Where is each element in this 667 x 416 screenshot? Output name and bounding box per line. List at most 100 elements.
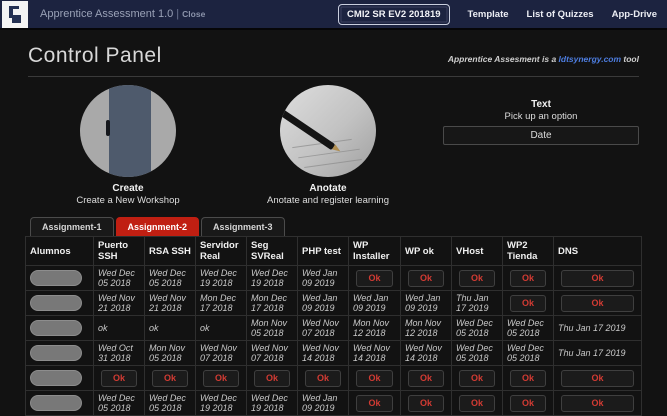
nav-list-of-quizzes[interactable]: List of Quizzes [527, 9, 594, 20]
date-cell: Wed Jan 09 2019 [349, 291, 401, 316]
column-header: WP Installer [349, 237, 401, 266]
ok-button[interactable]: Ok [510, 370, 546, 387]
status-cell: Ok [554, 391, 642, 416]
tab-assignment-3[interactable]: Assignment-3 [201, 217, 285, 236]
app-title: Apprentice Assessment 1.0|Close [40, 8, 205, 20]
tab-assignment-1[interactable]: Assignment-1 [30, 217, 114, 236]
status-cell: Ok [196, 366, 247, 391]
date-cell: Wed Dec 05 2018 [145, 391, 196, 416]
student-name-cell [26, 366, 94, 391]
ok-button[interactable]: Ok [356, 270, 393, 287]
date-cell: Wed Dec 19 2018 [196, 266, 247, 291]
date-cell: Wed Jan 09 2019 [401, 291, 452, 316]
student-name-cell [26, 316, 94, 341]
annotate-action[interactable]: Anotate Anotate and register learning [228, 85, 428, 205]
status-cell: Ok [349, 366, 401, 391]
text-cell: ok [196, 316, 247, 341]
status-cell: Ok [554, 366, 642, 391]
date-cell: Wed Jan 09 2019 [298, 266, 349, 291]
create-title: Create [28, 183, 228, 194]
option-select[interactable]: Date [443, 126, 639, 145]
ok-button[interactable]: Ok [305, 370, 341, 387]
date-cell: Wed Dec 05 2018 [94, 266, 145, 291]
date-cell: Wed Dec 05 2018 [94, 391, 145, 416]
ok-button[interactable]: Ok [510, 295, 546, 312]
ok-button[interactable]: Ok [510, 270, 546, 287]
topbar-nav: CMI2 SR EV2 201819 Template List of Quiz… [338, 4, 667, 25]
date-cell: Mon Dec 17 2018 [247, 291, 298, 316]
tagline: Apprentice Assesment is a ldtsynergy.com… [448, 54, 639, 68]
options-label: Text [443, 99, 639, 110]
text-cell: ok [145, 316, 196, 341]
date-cell: Mon Nov 12 2018 [349, 316, 401, 341]
ok-button[interactable]: Ok [561, 270, 634, 287]
date-cell: Mon Nov 05 2018 [247, 316, 298, 341]
column-header: RSA SSH [145, 237, 196, 266]
status-cell: Ok [503, 391, 554, 416]
column-header: Alumnos [26, 237, 94, 266]
ok-button[interactable]: Ok [561, 295, 634, 312]
ok-button[interactable]: Ok [561, 370, 634, 387]
date-cell: Wed Nov 07 2018 [196, 341, 247, 366]
redacted-student-name [30, 395, 82, 411]
status-cell: Ok [554, 291, 642, 316]
status-cell: Ok [247, 366, 298, 391]
date-cell: Wed Dec 05 2018 [452, 341, 503, 366]
ok-button[interactable]: Ok [510, 395, 546, 412]
column-header: VHost [452, 237, 503, 266]
date-cell: Thu Jan 17 2019 [554, 316, 642, 341]
date-cell: Mon Nov 05 2018 [145, 341, 196, 366]
status-cell: Ok [503, 366, 554, 391]
date-cell: Wed Oct 31 2018 [94, 341, 145, 366]
date-cell: Wed Nov 21 2018 [94, 291, 145, 316]
ok-button[interactable]: Ok [408, 370, 444, 387]
date-cell: Wed Dec 05 2018 [145, 266, 196, 291]
ok-button[interactable]: Ok [408, 270, 444, 287]
ok-button[interactable]: Ok [561, 395, 634, 412]
tab-assignment-2[interactable]: Assignment-2 [116, 217, 200, 236]
create-workshop-action[interactable]: Create Create a New Workshop [28, 85, 228, 205]
date-cell: Wed Nov 14 2018 [298, 341, 349, 366]
date-cell: Wed Dec 05 2018 [503, 316, 554, 341]
annotate-title: Anotate [228, 183, 428, 194]
annotate-subtitle: Anotate and register learning [228, 195, 428, 206]
status-cell: Ok [349, 391, 401, 416]
ok-button[interactable]: Ok [356, 370, 393, 387]
ok-button[interactable]: Ok [203, 370, 239, 387]
status-cell: Ok [94, 366, 145, 391]
ok-button[interactable]: Ok [459, 370, 495, 387]
table-body: Wed Dec 05 2018Wed Dec 05 2018Wed Dec 19… [26, 266, 642, 416]
date-cell: Thu Jan 17 2019 [452, 291, 503, 316]
nav-template[interactable]: Template [468, 9, 509, 20]
app-logo-icon [2, 1, 28, 28]
close-link[interactable]: Close [182, 9, 205, 19]
ok-button[interactable]: Ok [254, 370, 290, 387]
student-name-cell [26, 266, 94, 291]
table-row: Wed Nov 21 2018Wed Nov 21 2018Mon Dec 17… [26, 291, 642, 316]
column-header: Seg SVReal [247, 237, 298, 266]
date-cell: Wed Nov 14 2018 [401, 341, 452, 366]
date-cell: Wed Dec 19 2018 [196, 391, 247, 416]
column-header: WP ok [401, 237, 452, 266]
ldtsynergy-link[interactable]: ldtsynergy.com [559, 54, 622, 64]
date-cell: Wed Nov 07 2018 [247, 341, 298, 366]
session-button[interactable]: CMI2 SR EV2 201819 [338, 4, 449, 25]
ok-button[interactable]: Ok [356, 395, 393, 412]
status-cell: Ok [452, 391, 503, 416]
redacted-student-name [30, 345, 82, 361]
ok-button[interactable]: Ok [101, 370, 137, 387]
ok-button[interactable]: Ok [408, 395, 444, 412]
date-cell: Wed Dec 19 2018 [247, 391, 298, 416]
table-row: Wed Dec 05 2018Wed Dec 05 2018Wed Dec 19… [26, 266, 642, 291]
date-cell: Wed Jan 09 2019 [298, 291, 349, 316]
ok-button[interactable]: Ok [459, 395, 495, 412]
ok-button[interactable]: Ok [152, 370, 188, 387]
redacted-student-name [30, 370, 82, 386]
table-header-row: AlumnosPuerto SSHRSA SSHServidor RealSeg… [26, 237, 642, 266]
column-header: Puerto SSH [94, 237, 145, 266]
status-cell: Ok [452, 366, 503, 391]
ok-button[interactable]: Ok [459, 270, 495, 287]
status-cell: Ok [298, 366, 349, 391]
nav-app-drive[interactable]: App-Drive [612, 9, 657, 20]
redacted-student-name [30, 320, 82, 336]
